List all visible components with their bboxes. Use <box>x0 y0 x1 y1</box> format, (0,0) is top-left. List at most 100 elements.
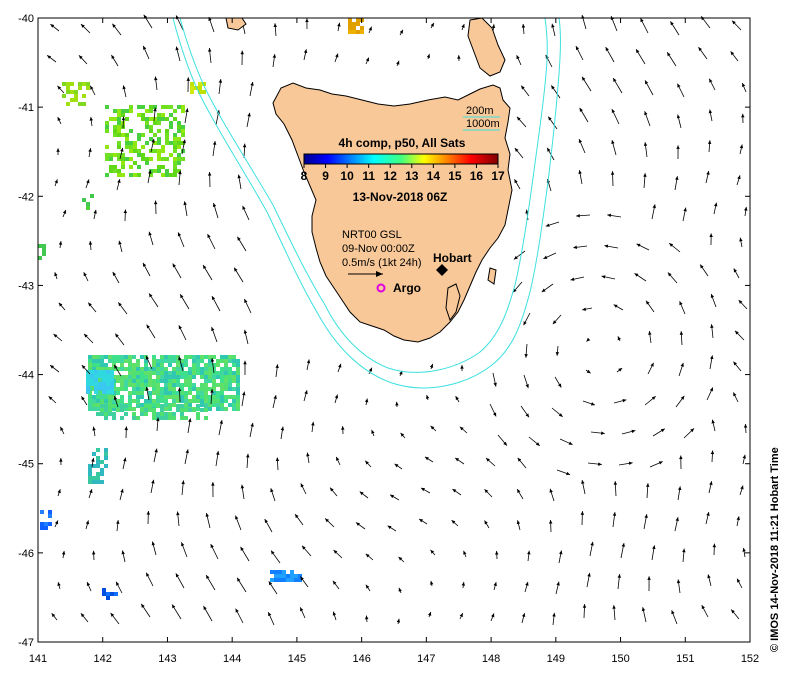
current-vector <box>601 275 616 280</box>
current-vector <box>57 489 61 497</box>
current-vector <box>207 233 216 250</box>
sst-pixel <box>102 378 106 382</box>
sst-pixel <box>132 407 136 411</box>
sst-pixel <box>117 117 121 121</box>
sst-pixel <box>120 355 124 359</box>
sst-pixel <box>136 404 140 408</box>
sst-pixel <box>124 407 128 411</box>
current-vector <box>294 513 304 526</box>
sst-pixel <box>152 355 156 359</box>
sst-pixel <box>220 355 224 359</box>
sst-pixel <box>144 363 148 367</box>
sst-pixel <box>212 387 216 391</box>
current-vector <box>493 582 497 591</box>
sst-pixel <box>110 390 114 394</box>
current-vector <box>640 18 649 34</box>
current-vector <box>739 237 743 248</box>
sst-pixel <box>82 198 86 202</box>
current-vector <box>514 147 524 159</box>
sst-pixel <box>128 399 132 403</box>
current-vector <box>183 201 188 217</box>
current-vector <box>678 362 684 377</box>
sst-pixel <box>173 145 177 149</box>
sst-pixel <box>92 399 96 403</box>
sst-pixel <box>192 383 196 387</box>
current-vector <box>643 142 648 158</box>
sst-pixel <box>169 105 173 109</box>
current-info: NRT00 GSL 09-Nov 00:00Z 0.5m/s (1kt 24h) <box>342 229 421 277</box>
current-vector <box>60 426 65 435</box>
sst-pixel <box>200 399 204 403</box>
current-vector <box>698 46 708 60</box>
sst-pixel <box>140 408 144 412</box>
current-vector <box>121 116 126 129</box>
sst-pixel <box>212 383 216 387</box>
sst-pixel <box>70 82 74 86</box>
sst-pixel <box>106 374 110 378</box>
current-vector <box>554 376 562 388</box>
current-vector <box>153 107 157 122</box>
sst-pixel <box>141 117 145 121</box>
current-vector <box>116 178 121 191</box>
sst-pixel <box>149 129 153 133</box>
current-vector <box>676 114 682 129</box>
sst-pixel <box>181 133 185 137</box>
sst-pixel <box>124 387 128 391</box>
current-vector <box>80 612 89 623</box>
sst-pixel <box>136 399 140 403</box>
sst-pixel <box>177 141 181 145</box>
sst-pixel <box>112 412 116 416</box>
lat-tick-label: -46 <box>18 548 34 560</box>
sst-pixel <box>172 355 176 359</box>
isobath-200m <box>179 17 548 373</box>
sst-pixel <box>94 386 98 390</box>
current-vector <box>235 515 242 531</box>
current-vector <box>121 550 126 563</box>
sst-pixel <box>38 244 42 248</box>
current-vector <box>461 23 465 31</box>
current-vector <box>399 29 404 36</box>
sst-pixel <box>86 82 90 86</box>
sst-pixel <box>220 387 224 391</box>
sst-pixel <box>92 403 96 407</box>
sst-pixel <box>117 121 121 125</box>
current-vector <box>49 364 60 373</box>
current-vector <box>552 314 562 325</box>
current-vector <box>62 209 67 218</box>
sst-pixel <box>156 395 160 399</box>
current-vector <box>634 272 647 282</box>
sst-pixel <box>78 102 82 106</box>
current-vector <box>241 391 246 407</box>
sst-pixel <box>96 407 100 411</box>
sst-pixel <box>136 379 140 383</box>
current-vector <box>649 461 663 468</box>
sst-pixel <box>74 98 78 102</box>
sst-pixel <box>173 137 177 141</box>
sst-pixel <box>224 407 228 411</box>
sst-pixel <box>152 399 156 403</box>
sst-pixel <box>132 355 136 359</box>
sst-pixel <box>88 403 92 407</box>
sst-pixel <box>120 375 124 379</box>
sst-pixel <box>164 395 168 399</box>
sst-pixel <box>153 105 157 109</box>
sst-pixel <box>180 408 184 412</box>
sst-pixel <box>104 464 108 468</box>
sst-pixel <box>228 387 232 391</box>
sst-pixel <box>176 367 180 371</box>
sst-pixel <box>116 379 120 383</box>
sst-pixel <box>168 412 172 416</box>
sst-pixel <box>232 407 236 411</box>
sst-pixel <box>149 173 153 177</box>
current-vector <box>143 14 153 29</box>
current-vector <box>548 519 553 533</box>
current-vector <box>430 22 435 29</box>
sst-pixel <box>232 395 236 399</box>
sst-pixel <box>236 375 240 379</box>
current-vector <box>520 85 530 97</box>
sst-pixel <box>224 355 228 359</box>
sst-pixel <box>82 94 86 98</box>
current-vector <box>395 401 399 408</box>
sst-pixel <box>168 383 172 387</box>
